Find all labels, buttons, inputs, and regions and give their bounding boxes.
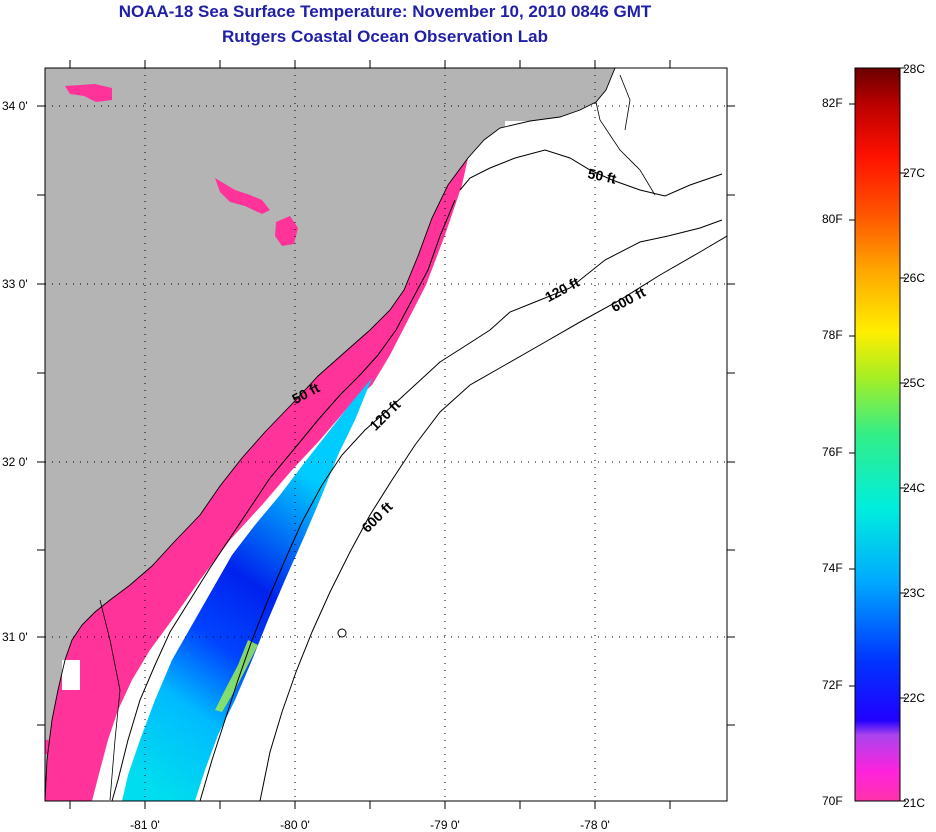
colorbar-c-label: 24C (903, 481, 926, 495)
inland-lake (275, 216, 298, 246)
lon-label-78: -78 0' (580, 818, 610, 832)
colorbar-c-label: 28C (903, 62, 926, 76)
colorbar-c-label: 23C (903, 586, 926, 600)
depth-contour-600ft (259, 235, 727, 801)
colorbar-c-label: 21C (903, 796, 926, 810)
lon-label-80: -80 0' (280, 818, 310, 832)
colorbar-c-label: 26C (903, 271, 926, 285)
sst-cold-band (45, 158, 468, 801)
inland-lake (215, 178, 270, 214)
colorbar-c-label: 22C (903, 691, 926, 705)
lat-label-32: 32 0' (2, 455, 28, 469)
lat-label-34: 34 0' (2, 99, 28, 113)
coastline (45, 68, 616, 801)
map-frame (44, 67, 728, 802)
colorbar-f-label: 74F (822, 561, 843, 575)
axis-ticks (37, 60, 735, 809)
sst-warm-band (122, 378, 372, 801)
sst-green-patch (215, 640, 258, 712)
lat-label-31: 31 0' (2, 630, 28, 644)
inland-lake (65, 84, 112, 102)
land-mass (45, 68, 615, 801)
cloud-patch (62, 660, 80, 690)
seamount-contour (337, 628, 347, 638)
colorbar-f-label: 80F (822, 212, 843, 226)
cloud-patch (505, 121, 541, 127)
lat-label-33: 33 0' (2, 277, 28, 291)
colorbar-f-label: 72F (822, 678, 843, 692)
colorbar-ticks (849, 67, 906, 802)
inland-lake (45, 738, 68, 756)
lon-label-79: -79 0' (430, 818, 460, 832)
colorbar-f-label: 82F (822, 96, 843, 110)
colorbar-f-label: 70F (822, 794, 843, 808)
colorbar-f-label: 78F (822, 328, 843, 342)
colorbar-c-label: 25C (903, 376, 926, 390)
map-subtitle: Rutgers Coastal Ocean Observation Lab (222, 27, 548, 46)
depth-contour-120ft (199, 219, 723, 801)
lon-label-81: -81 0' (130, 818, 160, 832)
colorbar-f-label: 76F (822, 445, 843, 459)
colorbar-c-label: 27C (903, 166, 926, 180)
map-title: NOAA-18 Sea Surface Temperature: Novembe… (118, 2, 652, 21)
colorbar (854, 67, 901, 802)
depth-contour-50ft (111, 149, 723, 801)
coastline-inlet (99, 74, 656, 801)
